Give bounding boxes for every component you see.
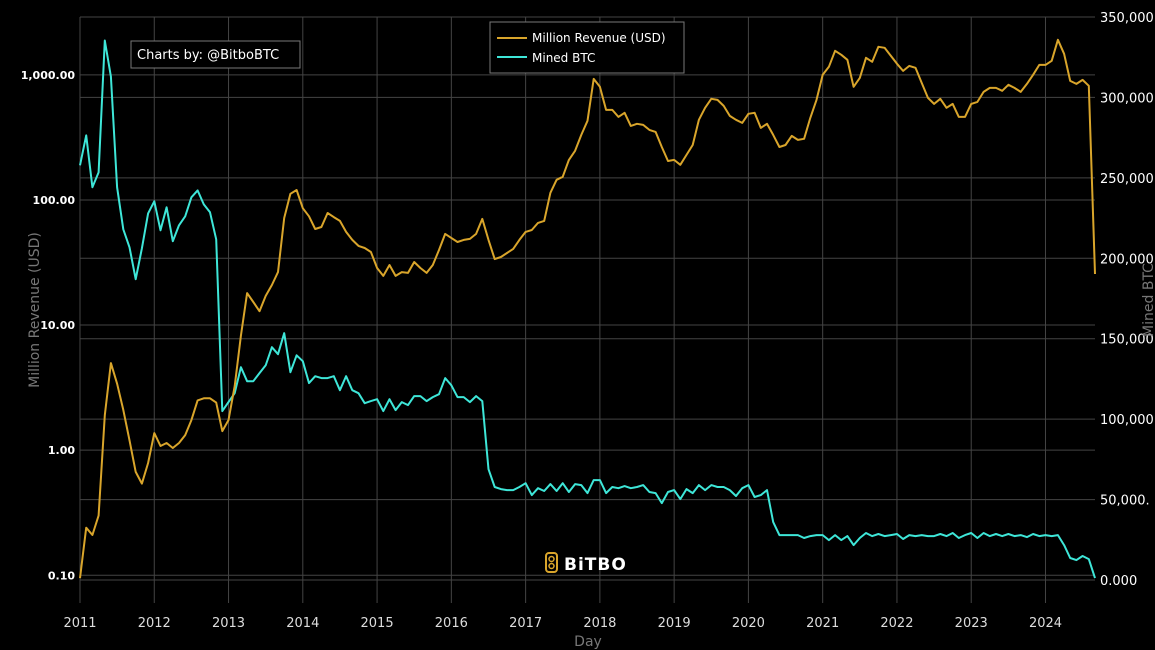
left-tick-label: 10.00 xyxy=(40,319,75,332)
x-tick-label: 2016 xyxy=(435,616,468,631)
x-axis-title: Day xyxy=(574,634,602,650)
right-tick-label: 300,000 xyxy=(1100,91,1154,106)
revenue-line xyxy=(79,38,1096,579)
x-tick-label: 2011 xyxy=(63,616,96,631)
right-tick-label: 200,000 xyxy=(1100,252,1154,267)
x-tick-label: 2013 xyxy=(212,616,245,631)
left-tick-label: 1.00 xyxy=(48,444,75,457)
right-axis-ticks: 350,000 300,000 250,000 200,000 150,000 100,0… xyxy=(1100,11,1154,589)
bitbo-logo-icon xyxy=(545,552,558,573)
left-tick-label: 0.10 xyxy=(48,569,75,582)
right-tick-label: 50,000. xyxy=(1100,494,1150,509)
left-tick-label: 100.00 xyxy=(33,194,76,207)
x-tick-label: 2014 xyxy=(286,616,319,631)
bitbo-watermark: BiTBO xyxy=(545,552,627,575)
left-axis-ticks: 1,000.00 100.00 10.00 1.00 0.10 xyxy=(21,69,76,582)
x-tick-label: 2020 xyxy=(732,616,765,631)
left-tick-label: 1,000.00 xyxy=(21,69,76,82)
x-tick-label: 2024 xyxy=(1029,616,1062,631)
x-tick-label: 2021 xyxy=(806,616,839,631)
grid-lines xyxy=(79,16,1095,603)
right-tick-label: 350,000 xyxy=(1100,11,1154,26)
credit-box: Charts by: @BitboBTC xyxy=(130,40,301,69)
x-tick-label: 2023 xyxy=(955,616,988,631)
x-axis-ticks: 2011 2012 2013 2014 2015 2016 2017 2018 2019 2020… xyxy=(63,616,1062,631)
legend-label-mined: Mined BTC xyxy=(532,51,595,65)
right-tick-label: 250,000 xyxy=(1100,172,1154,187)
x-tick-label: 2017 xyxy=(509,616,542,631)
left-axis-title: Million Revenue (USD) xyxy=(27,232,43,388)
credit-text: Charts by: @BitboBTC xyxy=(137,48,279,63)
x-tick-label: 2018 xyxy=(583,616,616,631)
bitbo-logo-text: BiTBO xyxy=(564,555,627,575)
right-axis-title: Mined BTC xyxy=(1141,263,1155,337)
x-tick-label: 2015 xyxy=(361,616,394,631)
right-tick-label: 150,000 xyxy=(1100,333,1154,348)
mined-btc-line xyxy=(79,39,1096,579)
x-tick-label: 2022 xyxy=(880,616,913,631)
series-lines xyxy=(79,38,1096,579)
x-tick-label: 2012 xyxy=(138,616,171,631)
legend: Million Revenue (USD) Mined BTC xyxy=(489,21,685,74)
x-tick-label: 2019 xyxy=(658,616,691,631)
right-tick-label: 0.000 xyxy=(1100,574,1137,589)
right-tick-label: 100,000 xyxy=(1100,413,1154,428)
legend-label-revenue: Million Revenue (USD) xyxy=(532,31,666,45)
